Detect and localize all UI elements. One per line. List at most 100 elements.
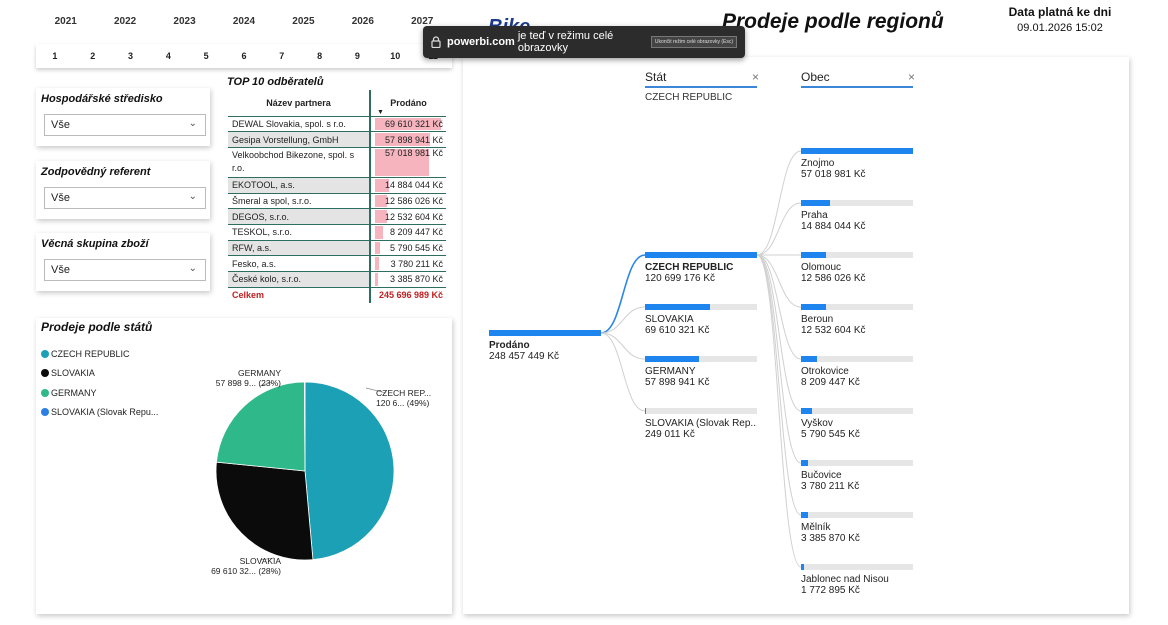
table-row[interactable]: TESKOL, s.r.o. 8 209 447 Kč: [228, 224, 446, 241]
filter-dropdown[interactable]: Vše ⌄: [44, 187, 206, 209]
tree-node[interactable]: Beroun 12 532 604 Kč: [801, 304, 913, 336]
node-label: SLOVAKIA: [645, 314, 694, 325]
legend-label: GERMANY: [51, 387, 97, 398]
node-bar-fill: [801, 408, 813, 414]
tree-node[interactable]: Mělník 3 385 870 Kč: [801, 512, 913, 544]
year-item[interactable]: 2021: [54, 16, 77, 27]
node-bar-track: [645, 356, 757, 362]
tree-node[interactable]: SLOVAKIA 69 610 321 Kč: [645, 304, 757, 336]
month-item[interactable]: 1: [52, 51, 58, 61]
table-row[interactable]: České kolo, s.r.o. 3 385 870 Kč: [228, 271, 446, 288]
tree-node[interactable]: Olomouc 12 586 026 Kč: [801, 252, 913, 284]
node-bar-fill: [645, 408, 646, 414]
node-label: Jablonec nad Nisou: [801, 574, 889, 585]
node-bar-track: [801, 200, 913, 206]
pie-title: Prodeje podle států: [41, 320, 153, 334]
data-bar: [375, 133, 430, 146]
year-item[interactable]: 2024: [232, 16, 256, 27]
month-slicer: 1 2 3 4 5 6 7 8 9 10 11: [36, 44, 452, 68]
year-item[interactable]: 2023: [173, 16, 196, 27]
table-row[interactable]: EKOTOOL, a.s. 14 884 044 Kč: [228, 177, 446, 194]
month-item[interactable]: 3: [128, 51, 134, 61]
table-row[interactable]: Gesipa Vorstellung, GmbH 57 898 941 Kč: [228, 131, 446, 148]
column-header-value[interactable]: Prodáno ▼: [369, 90, 446, 117]
pie-visual: Prodeje podle států CZECH REPUBLIC SLOVA…: [36, 318, 452, 614]
filter-card: Hospodářské středisko Vše ⌄: [36, 88, 210, 146]
node-value: 5 790 545 Kč: [801, 429, 860, 440]
total-label: Celkem: [232, 290, 265, 301]
table-row[interactable]: RFW, a.s. 5 790 545 Kč: [228, 240, 446, 257]
column-header-name[interactable]: Název partnera: [228, 90, 370, 117]
month-item[interactable]: 10: [390, 51, 401, 61]
tree-node[interactable]: Otrokovice 8 209 447 Kč: [801, 356, 913, 388]
tree-node[interactable]: Bučovice 3 780 211 Kč: [801, 460, 913, 492]
data-bar: [375, 148, 430, 176]
node-bar-track: [801, 408, 913, 414]
tree-node[interactable]: GERMANY 57 898 941 Kč: [645, 356, 757, 388]
pie-label-name: SLOVAKIA: [239, 556, 281, 566]
tree-node[interactable]: Vyškov 5 790 545 Kč: [801, 408, 913, 440]
month-item[interactable]: 9: [354, 51, 360, 61]
month-item[interactable]: 7: [279, 51, 285, 61]
tree-node[interactable]: CZECH REPUBLIC 120 699 176 Kč: [645, 252, 757, 284]
legend-item[interactable]: SLOVAKIA (Slovak Repu...: [41, 403, 158, 423]
node-bar-fill: [801, 148, 913, 154]
node-value: 248 457 449 Kč: [489, 351, 560, 362]
year-item[interactable]: 2025: [292, 16, 315, 27]
pie-slice[interactable]: [304, 381, 395, 561]
tree-column-header-city[interactable]: Obec ×: [801, 70, 915, 88]
year-item[interactable]: 2027: [411, 16, 434, 27]
top10-visual: TOP 10 odběratelů Název partnera Prodáno…: [225, 76, 452, 306]
sort-down-icon: ▼: [377, 108, 384, 116]
toast-message: je teď v režimu celé obrazovky: [517, 30, 614, 54]
filter-dropdown[interactable]: Vše ⌄: [44, 259, 206, 281]
tree-column-filter: CZECH REPUBLIC: [645, 92, 733, 103]
data-date-label: Data platná ke dni: [1008, 5, 1112, 19]
node-bar-fill: [645, 304, 710, 310]
table-row[interactable]: DEGOS, s.r.o. 12 532 604 Kč: [228, 208, 446, 225]
table-row[interactable]: Šmeral a spol, s.r.o. 12 586 026 Kč: [228, 193, 446, 210]
year-item[interactable]: 2026: [351, 16, 374, 27]
close-icon[interactable]: ×: [907, 70, 915, 84]
data-bar: [375, 241, 381, 255]
table-row[interactable]: DEWAL Slovakia, spol. s r.o. 69 610 321 K…: [228, 116, 446, 133]
month-item[interactable]: 2: [90, 51, 96, 61]
exit-fullscreen-button[interactable]: Ukončit režim celé obrazovky (Esc): [650, 36, 737, 48]
tree-node[interactable]: Jablonec nad Nisou 1 772 895 Kč: [801, 564, 913, 596]
tree-column-header-state[interactable]: Stát ×: [645, 70, 759, 88]
month-item[interactable]: 6: [241, 51, 247, 61]
tree-node[interactable]: Prodáno 248 457 449 Kč: [489, 330, 601, 362]
node-value: 12 586 026 Kč: [801, 273, 866, 284]
data-bar: [375, 194, 387, 208]
decomposition-tree: Stát × CZECH REPUBLIC Obec × Prodáno 248 45…: [463, 57, 1129, 614]
filter-dropdown[interactable]: Vše ⌄: [44, 114, 206, 136]
legend-item[interactable]: SLOVAKIA: [41, 364, 158, 384]
pie-slice[interactable]: [304, 381, 306, 472]
table-row[interactable]: Fesko, a.s. 3 780 211 Kč: [228, 255, 446, 272]
close-icon[interactable]: ×: [751, 70, 759, 84]
node-label: Znojmo: [801, 158, 835, 169]
pie-legend: CZECH REPUBLIC SLOVAKIA GERMANY SLOVAKIA…: [41, 344, 158, 422]
node-bar-track: [801, 304, 913, 310]
pie-label-value: 57 898 9... (23%): [215, 378, 281, 388]
partner-name-cell: České kolo, s.r.o.: [228, 271, 370, 288]
tree-node[interactable]: SLOVAKIA (Slovak Rep... 249 011 Kč: [645, 408, 757, 440]
node-value: 12 532 604 Kč: [801, 325, 866, 336]
legend-item[interactable]: GERMANY: [41, 383, 158, 403]
legend-marker: [41, 408, 49, 417]
tree-node[interactable]: Znojmo 57 018 981 Kč: [801, 148, 913, 180]
month-item[interactable]: 8: [317, 51, 323, 61]
legend-label: CZECH REPUBLIC: [51, 348, 130, 359]
node-value: 249 011 Kč: [645, 429, 695, 440]
top10-table: Název partnera Prodáno ▼ DEWAL Slovakia, …: [228, 90, 446, 303]
table-row[interactable]: Velkoobchod Bikezone, spol. s r.o. 57 018…: [228, 147, 446, 178]
year-item[interactable]: 2022: [114, 16, 137, 27]
month-item[interactable]: 5: [203, 51, 209, 61]
legend-item[interactable]: CZECH REPUBLIC: [41, 344, 158, 364]
pie-slice[interactable]: [215, 461, 314, 561]
month-item[interactable]: 4: [165, 51, 171, 61]
tree-node[interactable]: Praha 14 884 044 Kč: [801, 200, 913, 232]
pie-slice[interactable]: [216, 381, 306, 472]
node-label: SLOVAKIA (Slovak Rep...: [645, 418, 757, 429]
sold-value-cell: 8 209 447 Kč: [369, 224, 446, 241]
